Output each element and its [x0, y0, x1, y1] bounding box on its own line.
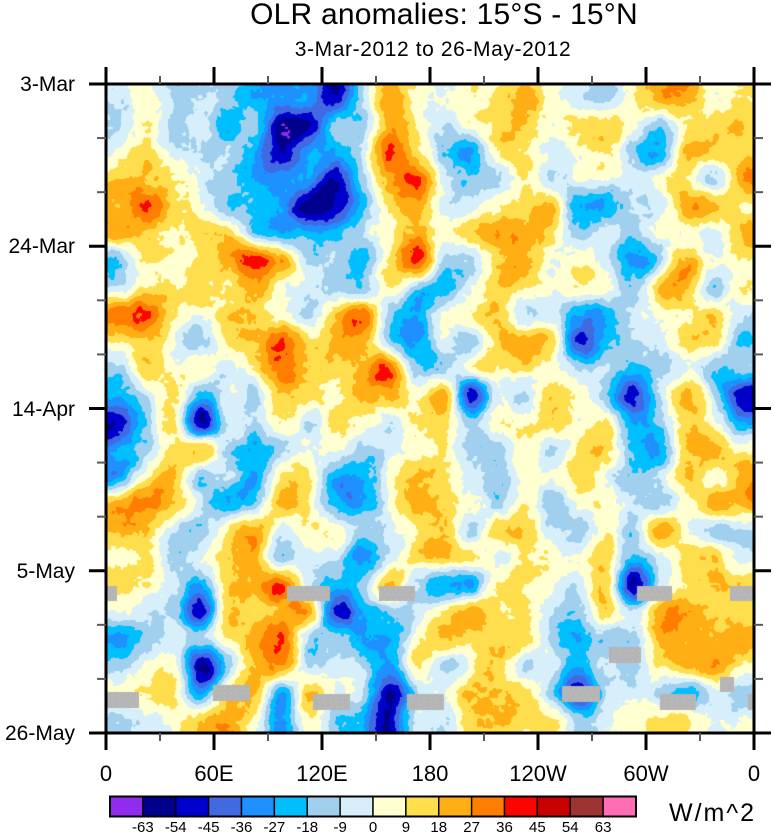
svg-text:14-Apr: 14-Apr — [12, 398, 75, 421]
svg-text:60W: 60W — [623, 761, 668, 786]
svg-text:180: 180 — [412, 761, 449, 786]
svg-text:-9: -9 — [333, 819, 346, 834]
svg-text:5-May: 5-May — [17, 560, 76, 583]
svg-text:3-Mar-2012 to 26-May-2012: 3-Mar-2012 to 26-May-2012 — [295, 38, 571, 61]
svg-text:OLR anomalies: 15°S - 15°N: OLR anomalies: 15°S - 15°N — [250, 0, 638, 31]
svg-text:0: 0 — [369, 819, 377, 834]
svg-text:24-Mar: 24-Mar — [8, 235, 75, 258]
svg-text:3-Mar: 3-Mar — [20, 73, 75, 96]
svg-text:-45: -45 — [198, 819, 220, 834]
svg-text:60E: 60E — [194, 761, 233, 786]
svg-text:27: 27 — [463, 819, 480, 834]
svg-text:120E: 120E — [296, 761, 347, 786]
svg-text:-27: -27 — [264, 819, 286, 834]
svg-text:-54: -54 — [165, 819, 187, 834]
svg-text:18: 18 — [430, 819, 447, 834]
svg-text:26-May: 26-May — [5, 722, 76, 745]
svg-text:-63: -63 — [132, 819, 154, 834]
svg-text:63: 63 — [595, 819, 612, 834]
svg-text:36: 36 — [496, 819, 513, 834]
svg-text:0: 0 — [748, 761, 760, 786]
svg-text:9: 9 — [402, 819, 410, 834]
svg-text:120W: 120W — [509, 761, 567, 786]
svg-text:W/m^2: W/m^2 — [669, 799, 756, 827]
svg-text:45: 45 — [529, 819, 546, 834]
svg-text:-36: -36 — [231, 819, 253, 834]
svg-text:54: 54 — [562, 819, 579, 834]
svg-text:0: 0 — [100, 761, 112, 786]
svg-text:-18: -18 — [296, 819, 318, 834]
